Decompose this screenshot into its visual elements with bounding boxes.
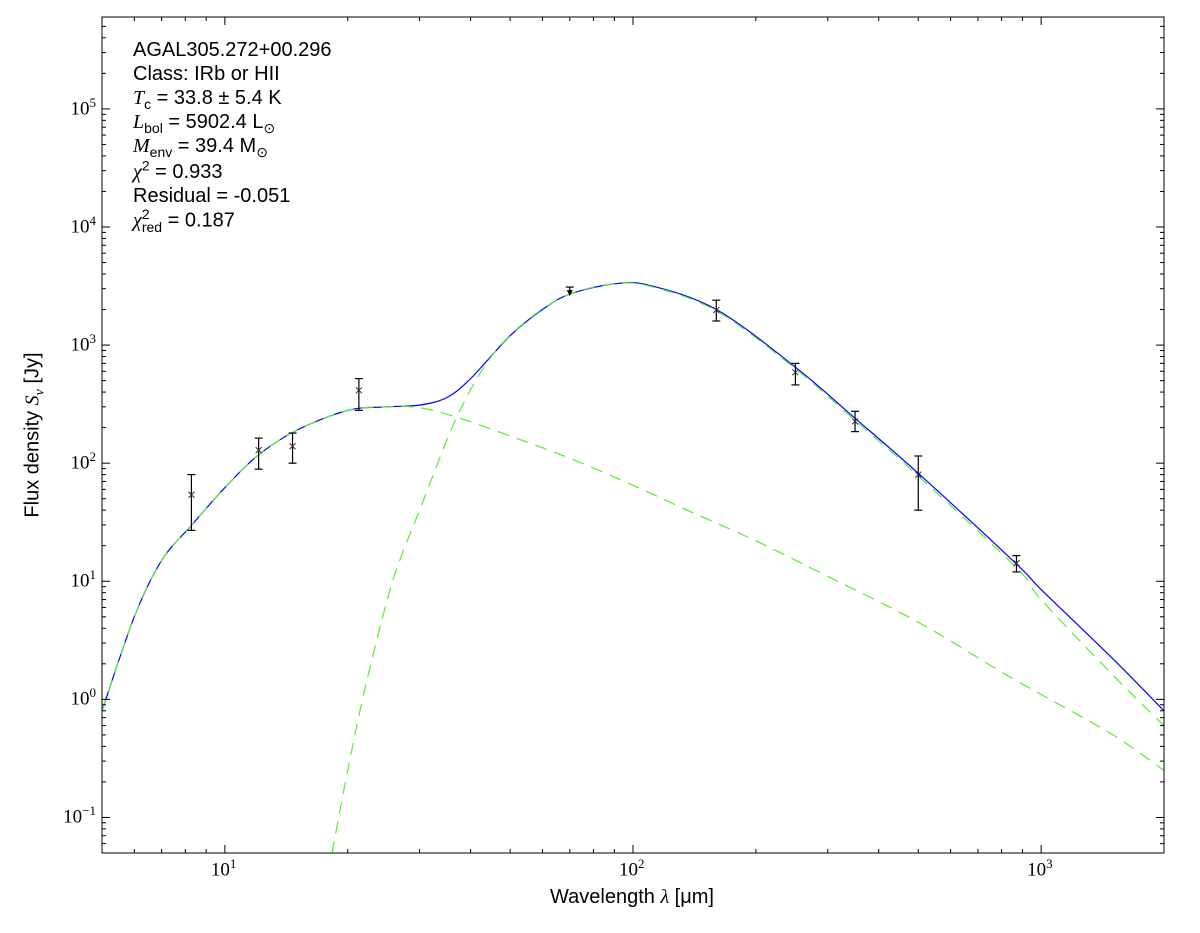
annotation-chi2: χ2 = 0.933 xyxy=(133,157,223,183)
point-marker xyxy=(188,491,195,499)
point-marker xyxy=(712,306,720,314)
series-warm-component xyxy=(102,405,1164,771)
x-axis-label: Wavelength λ [μm] xyxy=(550,886,714,908)
upper-limit-arrow xyxy=(566,290,573,297)
plot-frame xyxy=(101,16,1165,854)
tick-label: 104 xyxy=(70,212,97,238)
data-point xyxy=(565,286,574,297)
tick-label: 101 xyxy=(70,567,97,592)
series-cold-component xyxy=(331,282,1164,853)
data-points xyxy=(187,286,1021,573)
y-axis-label: Flux density Sν [Jy] xyxy=(21,352,48,518)
data-point xyxy=(1012,554,1021,573)
point-marker xyxy=(255,446,263,454)
annotation-chi2red: χ 2 red = 0.187 xyxy=(133,206,235,235)
data-point xyxy=(288,432,297,464)
annotation-residual: Residual = -0.051 xyxy=(133,185,291,207)
point-marker xyxy=(289,442,296,450)
data-point xyxy=(187,474,196,531)
tick-label: 102 xyxy=(70,449,97,474)
point-marker xyxy=(355,386,363,394)
tick-label: 101 xyxy=(210,856,237,881)
tick-label: 103 xyxy=(1027,856,1053,881)
data-point xyxy=(354,378,363,411)
data-point xyxy=(851,410,860,433)
fit-curves xyxy=(102,281,1164,853)
tick-label: 100 xyxy=(70,685,97,710)
annotation-class: Class: IRb or HII xyxy=(133,63,280,85)
annotation-lbol: Lbol = 5902.4 L⊙ xyxy=(133,111,276,136)
data-point xyxy=(254,437,263,470)
tick-label: 10−1 xyxy=(63,803,96,828)
annotation-menv: Menv = 39.4 M⊙ xyxy=(133,135,268,160)
axis-ticks xyxy=(101,16,1165,854)
annotation-source: AGAL305.272+00.296 xyxy=(133,39,332,61)
tick-label: 105 xyxy=(70,94,97,120)
tick-label: 102 xyxy=(619,856,645,881)
point-marker xyxy=(1013,559,1020,567)
point-marker xyxy=(792,368,799,376)
annotation-tc: Tc = 33.8 ± 5.4 K xyxy=(133,87,282,112)
series-total-fit xyxy=(102,281,1164,712)
data-point xyxy=(914,455,923,511)
tick-label: 103 xyxy=(70,331,97,356)
point-marker xyxy=(914,471,922,478)
data-point xyxy=(712,299,721,322)
data-point xyxy=(791,362,800,386)
point-marker xyxy=(851,418,859,425)
